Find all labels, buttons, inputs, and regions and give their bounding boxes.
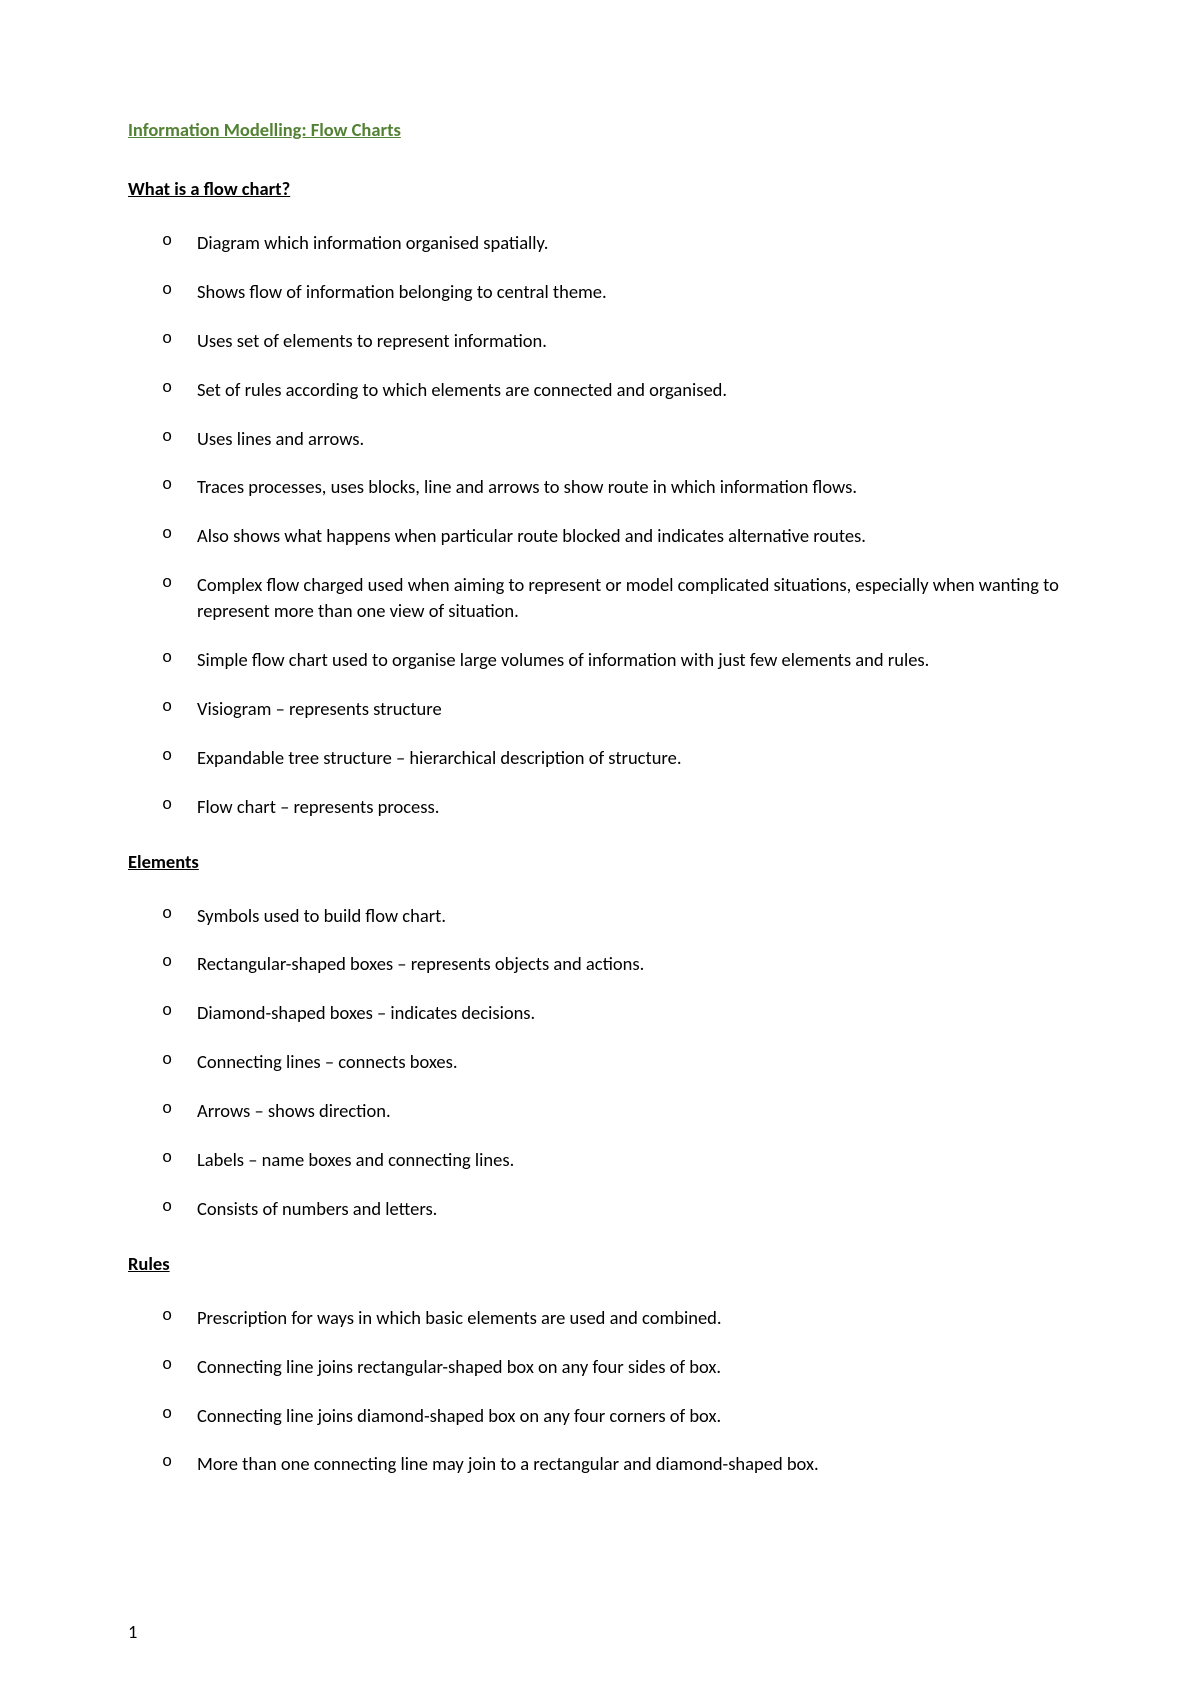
list-item: Consists of numbers and letters.: [162, 1196, 1072, 1222]
list-item: Visiogram – represents structure: [162, 696, 1072, 722]
list-item: Traces processes, uses blocks, line and …: [162, 474, 1072, 500]
section-what-is: What is a flow chart? Diagram which info…: [128, 177, 1072, 820]
bullet-list: Prescription for ways in which basic ele…: [128, 1305, 1072, 1478]
section-heading: What is a flow chart?: [128, 177, 1072, 200]
list-item: Diagram which information organised spat…: [162, 230, 1072, 256]
list-item: Prescription for ways in which basic ele…: [162, 1305, 1072, 1331]
list-item: Simple flow chart used to organise large…: [162, 647, 1072, 673]
bullet-list: Diagram which information organised spat…: [128, 230, 1072, 820]
list-item: More than one connecting line may join t…: [162, 1451, 1072, 1477]
list-item: Connecting lines – connects boxes.: [162, 1049, 1072, 1075]
list-item: Shows flow of information belonging to c…: [162, 279, 1072, 305]
list-item: Connecting line joins rectangular-shaped…: [162, 1354, 1072, 1380]
page-title: Information Modelling: Flow Charts: [128, 118, 1072, 141]
list-item: Symbols used to build flow chart.: [162, 903, 1072, 929]
list-item: Rectangular-shaped boxes – represents ob…: [162, 951, 1072, 977]
list-item: Arrows – shows direction.: [162, 1098, 1072, 1124]
section-heading: Elements: [128, 850, 1072, 873]
section-rules: Rules Prescription for ways in which bas…: [128, 1252, 1072, 1478]
section-elements: Elements Symbols used to build flow char…: [128, 850, 1072, 1222]
list-item: Complex flow charged used when aiming to…: [162, 572, 1072, 624]
list-item: Labels – name boxes and connecting lines…: [162, 1147, 1072, 1173]
list-item: Uses set of elements to represent inform…: [162, 328, 1072, 354]
bullet-list: Symbols used to build flow chart. Rectan…: [128, 903, 1072, 1222]
list-item: Flow chart – represents process.: [162, 794, 1072, 820]
list-item: Set of rules according to which elements…: [162, 377, 1072, 403]
list-item: Uses lines and arrows.: [162, 426, 1072, 452]
page-number: 1: [128, 1620, 137, 1643]
list-item: Connecting line joins diamond-shaped box…: [162, 1403, 1072, 1429]
section-heading: Rules: [128, 1252, 1072, 1275]
list-item: Expandable tree structure – hierarchical…: [162, 745, 1072, 771]
list-item: Diamond-shaped boxes – indicates decisio…: [162, 1000, 1072, 1026]
list-item: Also shows what happens when particular …: [162, 523, 1072, 549]
